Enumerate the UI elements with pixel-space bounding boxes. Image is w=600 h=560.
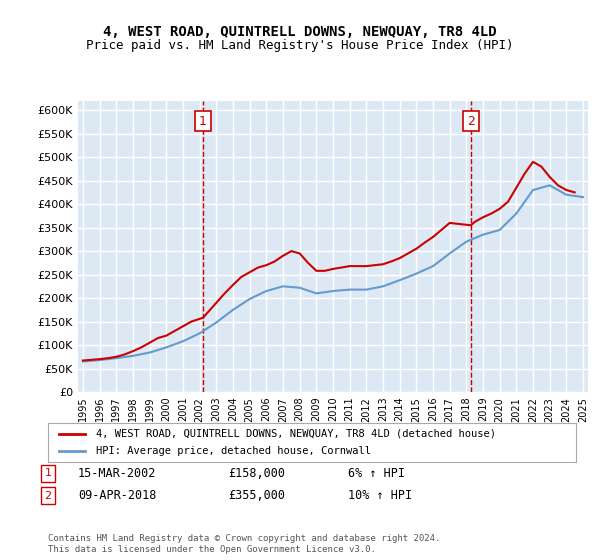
Text: 2: 2	[467, 115, 475, 128]
Text: 4, WEST ROAD, QUINTRELL DOWNS, NEWQUAY, TR8 4LD (detached house): 4, WEST ROAD, QUINTRELL DOWNS, NEWQUAY, …	[95, 429, 496, 439]
Text: Contains HM Land Registry data © Crown copyright and database right 2024.: Contains HM Land Registry data © Crown c…	[48, 534, 440, 543]
Text: 15-MAR-2002: 15-MAR-2002	[78, 466, 157, 480]
Text: £355,000: £355,000	[228, 489, 285, 502]
Text: 09-APR-2018: 09-APR-2018	[78, 489, 157, 502]
Text: 2: 2	[44, 491, 52, 501]
Text: HPI: Average price, detached house, Cornwall: HPI: Average price, detached house, Corn…	[95, 446, 371, 456]
Text: £158,000: £158,000	[228, 466, 285, 480]
Text: Price paid vs. HM Land Registry's House Price Index (HPI): Price paid vs. HM Land Registry's House …	[86, 39, 514, 52]
Text: This data is licensed under the Open Government Licence v3.0.: This data is licensed under the Open Gov…	[48, 545, 376, 554]
Text: 10% ↑ HPI: 10% ↑ HPI	[348, 489, 412, 502]
Text: 1: 1	[199, 115, 207, 128]
Text: 1: 1	[44, 468, 52, 478]
Text: 6% ↑ HPI: 6% ↑ HPI	[348, 466, 405, 480]
Text: 4, WEST ROAD, QUINTRELL DOWNS, NEWQUAY, TR8 4LD: 4, WEST ROAD, QUINTRELL DOWNS, NEWQUAY, …	[103, 25, 497, 39]
